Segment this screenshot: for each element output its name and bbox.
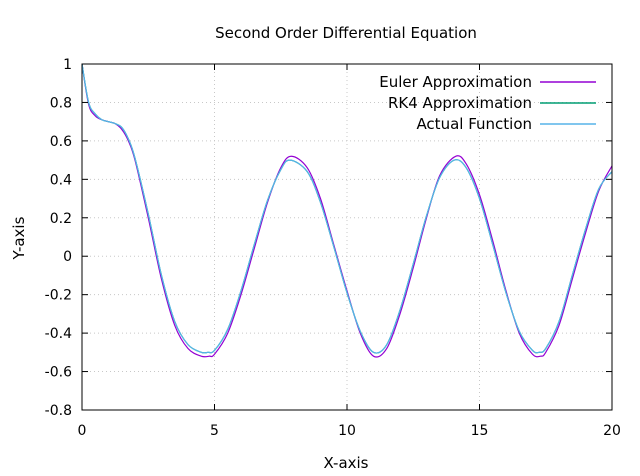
y-tick-label: 0.6 [50,134,72,150]
y-tick-label: 0.2 [50,211,72,227]
y-axis-label: Y-axis [10,216,28,260]
x-tick-label: 20 [603,423,621,439]
y-tick-label: 0.8 [50,95,72,111]
legend-label: RK4 Approximation [388,94,532,112]
series-line-actual-function [82,64,612,354]
grid [82,64,612,410]
x-axis-label: X-axis [324,454,369,472]
legend: Euler Approximation RK4 Approximation Actu… [379,73,596,133]
y-tick-label: 1 [63,57,72,73]
x-tick-label: 10 [338,423,356,439]
y-tick-label: -0.4 [45,326,72,342]
y-tick-label: -0.8 [45,403,72,419]
y-tick-label: 0 [63,249,72,265]
series-line-euler-approximation [82,64,612,358]
y-tick-label: 0.4 [50,172,72,188]
legend-label: Euler Approximation [379,73,532,91]
y-tick-label: -0.6 [45,365,72,381]
legend-label: Actual Function [416,115,532,133]
x-tick-label: 0 [78,423,87,439]
chart-title: Second Order Differential Equation [215,24,477,42]
ticks: 0 5 10 15 20 -0.8 -0.6 -0.4 -0.2 0 0.2 0.4 0.6 0.8 1 [45,57,621,439]
x-tick-label: 5 [210,423,219,439]
series-layer [82,64,612,358]
x-tick-label: 15 [471,423,489,439]
y-tick-label: -0.2 [45,288,72,304]
